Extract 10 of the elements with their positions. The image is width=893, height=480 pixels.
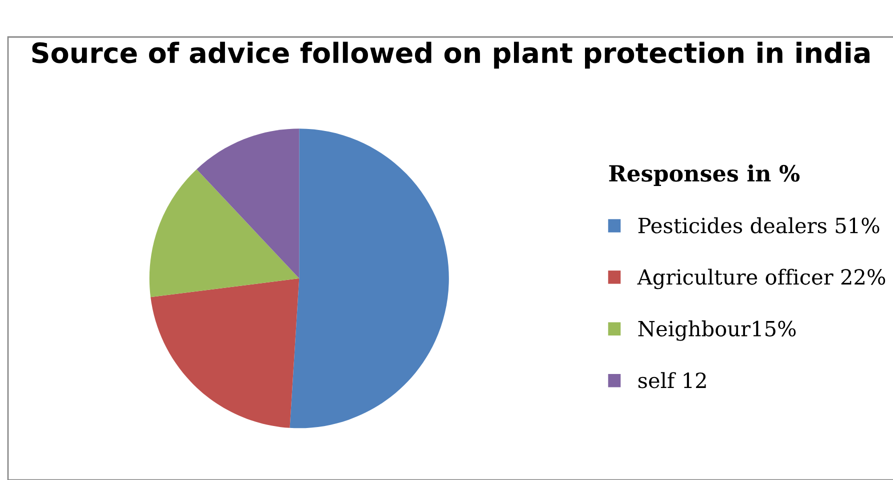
legend-label: Neighbour15%: [638, 320, 796, 341]
legend-label: Pesticides dealers 51%: [638, 217, 880, 234]
pie-slice: [290, 128, 449, 428]
pie-slice: [196, 128, 300, 278]
chart-title: Source of advice followed on plant protection in india: [32, 42, 870, 69]
legend-title: Responses in %: [609, 164, 800, 186]
legend-label: Agriculture officer 22%: [637, 268, 886, 290]
pie-slice: [149, 169, 300, 298]
pie-slice: [150, 278, 300, 428]
legend-label: self 12: [638, 372, 706, 388]
